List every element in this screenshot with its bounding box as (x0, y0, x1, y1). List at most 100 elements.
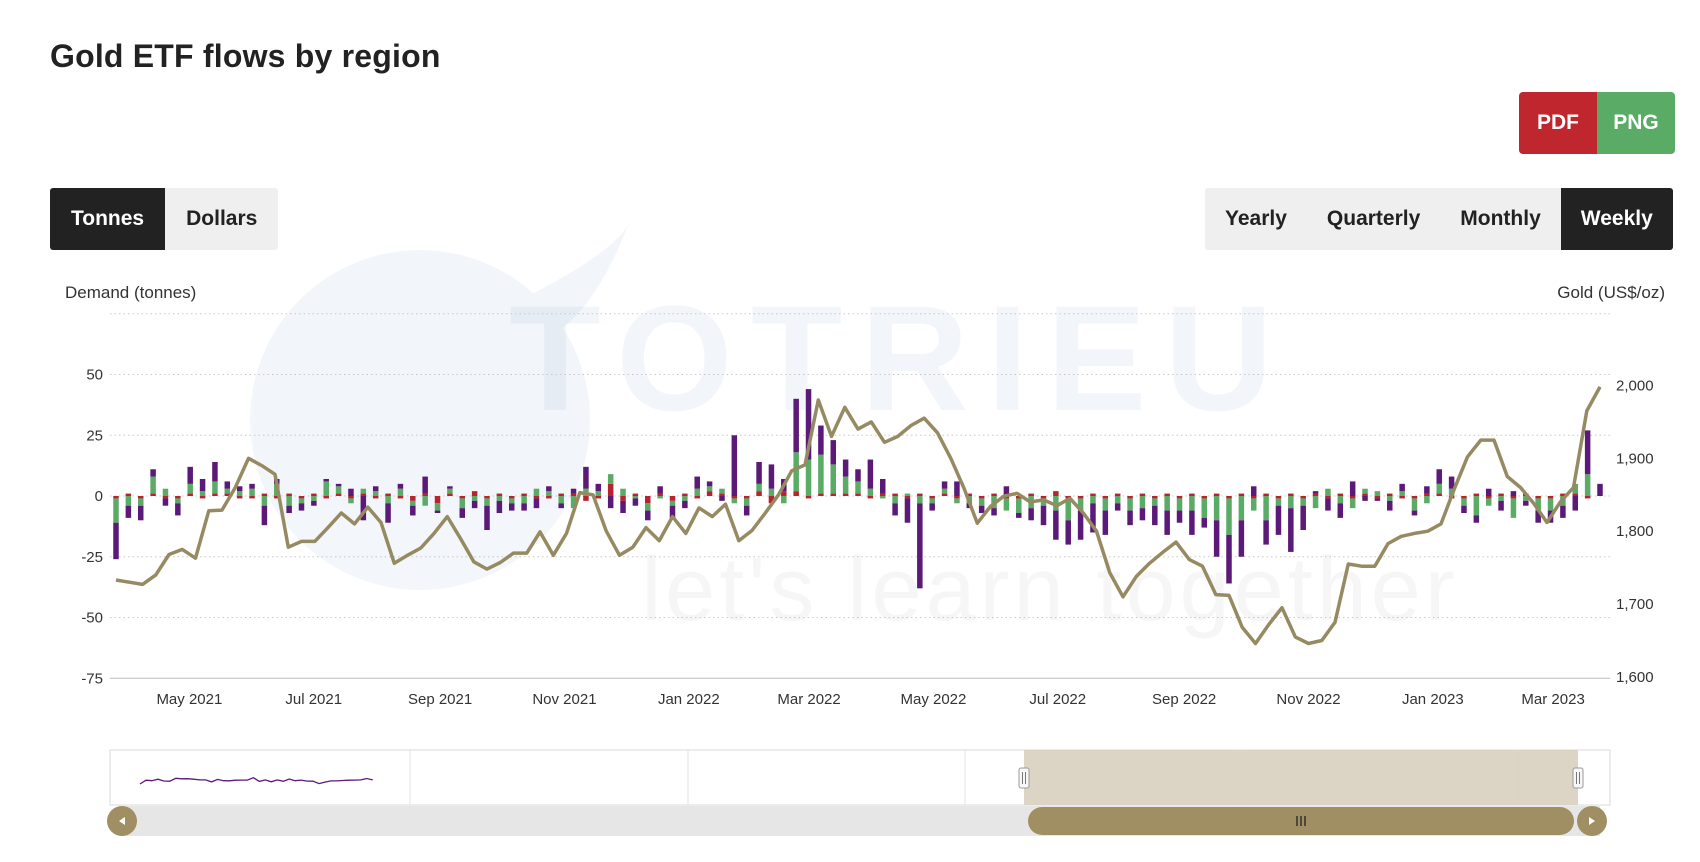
asia-bar[interactable] (286, 493, 292, 496)
europe-bar[interactable] (1139, 496, 1146, 509)
europe-bar[interactable] (1374, 491, 1381, 496)
north-america-bar[interactable] (1065, 520, 1071, 545)
europe-bar[interactable] (1238, 496, 1245, 521)
europe-bar[interactable] (1250, 498, 1257, 511)
asia-bar[interactable] (991, 493, 997, 496)
europe-bar[interactable] (756, 483, 762, 492)
north-america-bar[interactable] (645, 510, 651, 521)
asia-bar[interactable] (261, 493, 268, 496)
europe-bar[interactable] (904, 493, 911, 496)
north-america-bar[interactable] (620, 500, 626, 514)
europe-bar[interactable] (1127, 498, 1133, 511)
asia-bar[interactable] (793, 491, 799, 496)
asia-bar[interactable] (236, 496, 243, 499)
north-america-bar[interactable] (113, 522, 119, 560)
asia-bar[interactable] (372, 496, 379, 499)
asia-bar[interactable] (1473, 493, 1480, 496)
asia-bar[interactable] (917, 493, 923, 496)
north-america-bar[interactable] (1288, 508, 1294, 552)
asia-bar[interactable] (1114, 493, 1121, 496)
asia-bar[interactable] (1399, 496, 1405, 499)
north-america-bar[interactable] (1535, 510, 1541, 523)
asia-bar[interactable] (1263, 493, 1269, 496)
europe-bar[interactable] (459, 498, 466, 509)
asia-bar[interactable] (1498, 493, 1504, 496)
asia-bar[interactable] (224, 493, 231, 496)
north-america-bar[interactable] (1114, 503, 1121, 511)
europe-bar[interactable] (1436, 483, 1442, 494)
north-america-bar[interactable] (1325, 498, 1331, 511)
asia-bar[interactable] (249, 496, 255, 499)
europe-bar[interactable] (175, 498, 181, 504)
asia-bar[interactable] (1572, 493, 1579, 496)
europe-bar[interactable] (1040, 498, 1047, 506)
north-america-bar[interactable] (1560, 505, 1566, 518)
north-america-bar[interactable] (1263, 520, 1269, 545)
europe-bar[interactable] (187, 483, 193, 494)
europe-bar[interactable] (892, 496, 898, 504)
asia-bar[interactable] (1411, 496, 1418, 499)
north-america-bar[interactable] (1176, 510, 1183, 523)
europe-bar[interactable] (743, 498, 750, 506)
europe-bar[interactable] (867, 488, 874, 496)
europe-bar[interactable] (1114, 496, 1121, 504)
europe-bar[interactable] (855, 481, 861, 494)
europe-bar[interactable] (286, 496, 292, 506)
asia-bar[interactable] (1016, 496, 1022, 499)
asia-bar[interactable] (496, 493, 503, 496)
asia-bar[interactable] (904, 496, 911, 499)
europe-bar[interactable] (1325, 488, 1331, 496)
asia-bar[interactable] (422, 493, 428, 496)
europe-bar[interactable] (595, 491, 602, 496)
asia-bar[interactable] (1300, 496, 1306, 499)
europe-bar[interactable] (694, 488, 700, 496)
europe-bar[interactable] (781, 496, 787, 504)
asia-bar[interactable] (682, 493, 688, 496)
europe-bar[interactable] (434, 503, 441, 511)
europe-bar[interactable] (162, 488, 169, 496)
europe-bar[interactable] (917, 496, 923, 504)
asia-bar[interactable] (694, 496, 700, 499)
north-america-bar[interactable] (323, 478, 329, 482)
asia-bar[interactable] (533, 496, 540, 499)
europe-bar[interactable] (447, 488, 453, 494)
navigator-handle[interactable] (1018, 767, 1030, 789)
north-america-bar[interactable] (855, 469, 861, 482)
north-america-bar[interactable] (397, 483, 404, 489)
europe-bar[interactable] (137, 498, 144, 506)
europe-bar[interactable] (682, 496, 688, 501)
asia-bar[interactable] (756, 491, 762, 496)
asia-bar[interactable] (484, 496, 490, 499)
north-america-bar[interactable] (558, 503, 564, 509)
north-america-bar[interactable] (224, 481, 231, 489)
north-america-bar[interactable] (1448, 476, 1455, 489)
europe-bar[interactable] (1003, 498, 1010, 511)
north-america-bar[interactable] (570, 488, 577, 494)
europe-bar[interactable] (1053, 496, 1059, 511)
north-america-bar[interactable] (1003, 486, 1010, 496)
north-america-bar[interactable] (447, 486, 453, 489)
asia-bar[interactable] (323, 496, 329, 499)
europe-bar[interactable] (1349, 498, 1356, 509)
asia-bar[interactable] (212, 493, 218, 496)
asia-bar[interactable] (966, 493, 973, 496)
asia-bar[interactable] (941, 493, 948, 496)
north-america-bar[interactable] (879, 478, 886, 494)
europe-bar[interactable] (879, 496, 886, 499)
europe-bar[interactable] (311, 496, 317, 501)
europe-bar[interactable] (954, 498, 960, 504)
north-america-bar[interactable] (1300, 505, 1306, 531)
asia-bar[interactable] (929, 496, 935, 499)
europe-bar[interactable] (830, 464, 837, 494)
asia-bar[interactable] (162, 496, 169, 499)
asia-bar[interactable] (583, 496, 589, 501)
europe-bar[interactable] (1300, 498, 1306, 506)
north-america-bar[interactable] (1597, 483, 1603, 496)
dollars-toggle-button[interactable]: Dollars (165, 188, 278, 250)
navigator-handle[interactable] (1572, 767, 1584, 789)
north-america-bar[interactable] (1312, 491, 1319, 494)
asia-bar[interactable] (348, 496, 354, 499)
europe-bar[interactable] (385, 496, 391, 504)
asia-bar[interactable] (1362, 493, 1368, 496)
north-america-bar[interactable] (929, 503, 935, 511)
